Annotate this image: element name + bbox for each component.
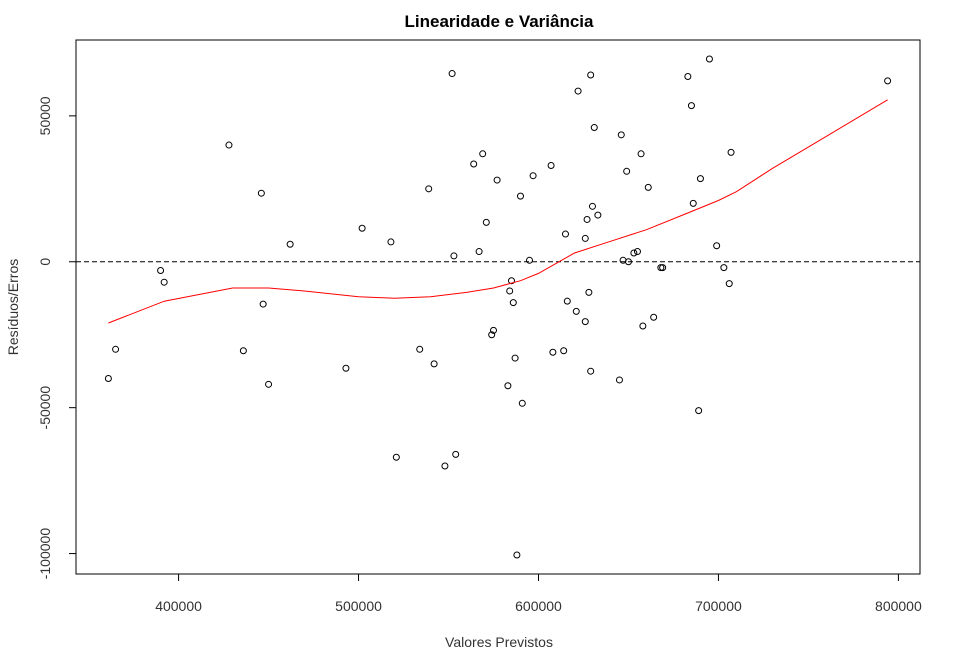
data-point [624,258,632,266]
data-point [720,264,728,272]
data-point [112,345,120,353]
y-tick-label: 0 [37,258,53,266]
data-point [509,299,517,307]
data-point [639,322,647,330]
x-axis-label: Valores Previstos [445,634,553,650]
residual-points [104,55,892,559]
data-point [637,150,645,158]
data-point [705,55,713,63]
y-axis: -100000 -50000 0 50000 [37,96,77,580]
data-point [160,278,168,286]
data-point [696,175,704,183]
data-point [516,192,524,200]
data-point [259,300,267,308]
data-point [441,462,449,470]
y-axis-label: Resíduos/Erros [5,259,21,355]
data-point [358,224,366,232]
data-point [615,376,623,384]
data-point [493,176,501,184]
data-point [265,380,273,388]
data-point [617,131,625,139]
data-point [560,347,568,355]
data-point [416,345,424,353]
data-point [588,202,596,210]
data-point [225,141,233,149]
data-point [342,364,350,372]
data-point [430,360,438,368]
data-point [549,348,557,356]
data-point [479,150,487,158]
data-point [547,161,555,169]
data-point [585,288,593,296]
x-tick-label: 600000 [515,598,562,614]
data-point [239,347,247,355]
data-point [488,331,496,339]
data-point [529,172,537,180]
data-point [644,183,652,191]
data-point [561,230,569,238]
data-point [587,367,595,375]
x-axis: 400000 500000 600000 700000 800000 [155,573,922,614]
data-point [590,124,598,132]
data-point [511,354,519,362]
data-point [157,267,165,275]
x-tick-label: 400000 [155,598,202,614]
chart-title: Linearidade e Variância [405,12,595,31]
data-point [470,160,478,168]
y-tick-label: -100000 [37,528,53,580]
x-tick-label: 500000 [335,598,382,614]
data-point [504,382,512,390]
data-point [574,87,582,95]
data-point [482,218,490,226]
data-point [623,167,631,175]
data-point [630,249,638,257]
data-point [689,199,697,207]
data-point [572,307,580,315]
data-point [687,102,695,110]
data-point [513,551,521,559]
data-point [713,242,721,250]
data-point [286,240,294,248]
data-point [659,264,667,272]
data-point [104,374,112,382]
data-point [425,185,433,193]
data-point [518,399,526,407]
data-point [587,71,595,79]
data-point [563,297,571,305]
y-tick-label: 50000 [37,96,53,135]
data-point [727,148,735,156]
data-point [392,453,400,461]
data-point [525,256,533,264]
y-tick-label: -50000 [37,386,53,430]
data-point [581,234,589,242]
data-point [594,211,602,219]
data-point [581,318,589,326]
data-point [725,280,733,288]
data-point [583,215,591,223]
data-point [507,277,515,285]
data-point [506,287,514,295]
data-point [884,77,892,85]
data-point [633,248,641,256]
data-point [452,450,460,458]
data-point [475,248,483,256]
data-point [650,313,658,321]
data-point [257,189,265,197]
data-point [490,326,498,334]
x-tick-label: 800000 [875,598,922,614]
data-point [684,72,692,80]
data-point [695,407,703,415]
data-point [450,252,458,260]
data-point [387,238,395,246]
data-point [448,70,456,78]
plot-area-border [75,39,921,575]
smooth-trend-line [108,99,888,324]
x-tick-label: 700000 [695,598,742,614]
